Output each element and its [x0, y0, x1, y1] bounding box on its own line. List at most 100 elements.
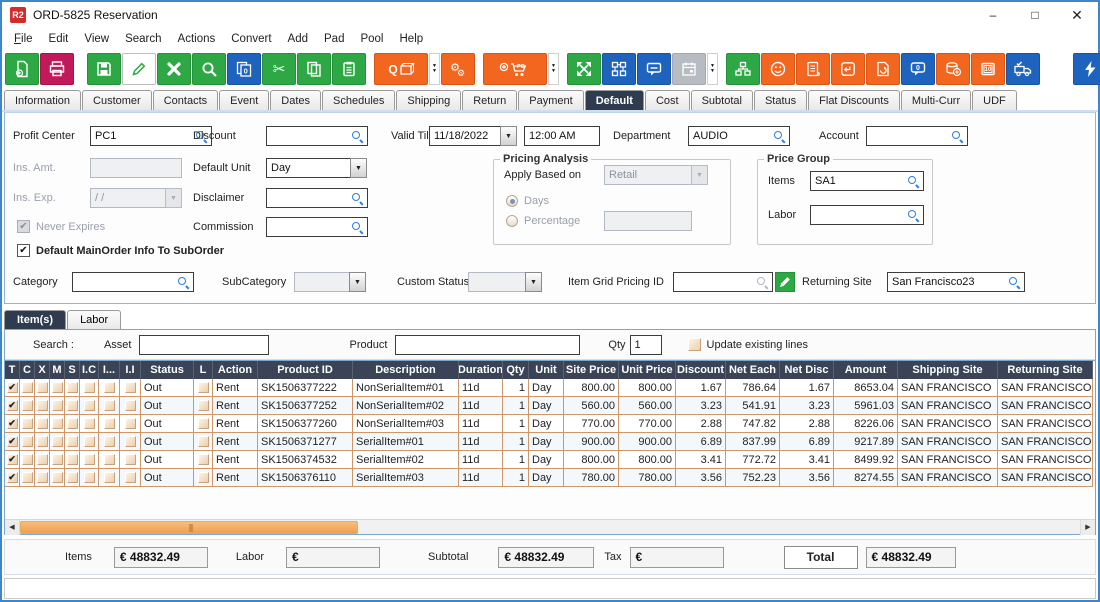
search-icon[interactable]	[907, 175, 919, 187]
tab-customer[interactable]: Customer	[82, 90, 152, 110]
column-header-action[interactable]: Action	[213, 361, 258, 379]
scroll-right-icon[interactable]: ▶	[1080, 519, 1095, 535]
column-header-unit_price[interactable]: Unit Price	[619, 361, 676, 379]
subcategory-combo[interactable]: ▼	[294, 272, 366, 292]
tab-udf[interactable]: UDF	[972, 90, 1017, 110]
default-unit-combo[interactable]: Day ▼	[266, 158, 367, 178]
comment-icon[interactable]	[637, 53, 671, 85]
tab-default[interactable]: Default	[584, 90, 644, 110]
column-header-unit[interactable]: Unit	[529, 361, 564, 379]
tab-status[interactable]: Status	[753, 90, 808, 110]
category-field[interactable]	[72, 272, 194, 292]
ic-checkbox[interactable]	[83, 418, 95, 429]
doc-sync-icon[interactable]	[866, 53, 900, 85]
search-icon[interactable]	[907, 209, 919, 221]
s-checkbox[interactable]	[66, 472, 78, 483]
find-icon[interactable]	[192, 53, 226, 85]
menu-add[interactable]: Add	[287, 33, 308, 45]
quick-action-icon[interactable]	[1073, 53, 1100, 85]
default-mainorder-checkbox[interactable]: ✔	[17, 244, 30, 257]
column-header-shipping_site[interactable]: Shipping Site	[898, 361, 998, 379]
chevron-down-icon[interactable]: ▼	[349, 272, 366, 292]
chevron-down-icon[interactable]: ▼	[500, 126, 517, 146]
ic-checkbox[interactable]	[83, 436, 95, 447]
menu-pool[interactable]: Pool	[360, 33, 384, 45]
l-checkbox[interactable]	[197, 472, 209, 483]
column-header-ii[interactable]: I.I	[120, 361, 141, 379]
asset-input[interactable]	[139, 334, 270, 355]
commission-field[interactable]	[266, 217, 368, 237]
smiley-icon[interactable]	[761, 53, 795, 85]
tab-dates[interactable]: Dates	[270, 90, 322, 110]
tab-cost[interactable]: Cost	[644, 90, 690, 110]
toolbar-more-options-icon[interactable]: ▼ ▼	[548, 53, 559, 85]
account-field[interactable]	[866, 126, 968, 146]
add-po-icon[interactable]: PO	[483, 53, 547, 85]
edit-icon[interactable]	[122, 53, 156, 85]
t-checkbox[interactable]: ✔	[6, 400, 18, 411]
column-header-t[interactable]: T	[5, 361, 20, 379]
search-icon[interactable]	[177, 276, 189, 288]
ic-checkbox[interactable]	[83, 400, 95, 411]
copy-icon[interactable]	[297, 53, 331, 85]
menu-pad[interactable]: Pad	[324, 33, 345, 45]
tab-contacts[interactable]: Contacts	[152, 90, 219, 110]
c-checkbox[interactable]	[21, 436, 33, 447]
workflow-icon[interactable]	[602, 53, 636, 85]
search-icon[interactable]	[773, 130, 785, 142]
l-checkbox[interactable]	[197, 400, 209, 411]
custom-status-combo[interactable]: ▼	[468, 272, 542, 292]
x-checkbox[interactable]	[36, 454, 48, 465]
idd-checkbox[interactable]	[103, 400, 115, 411]
horizontal-scrollbar[interactable]: ◀ ▶	[5, 519, 1095, 535]
column-header-net_disc[interactable]: Net Disc	[780, 361, 834, 379]
column-header-ic[interactable]: I.C	[80, 361, 99, 379]
table-row[interactable]: ✔ Out Rent SK1506377252 NonSerialItem#02 11d 1…	[5, 397, 1095, 415]
menu-actions[interactable]: Actions	[177, 33, 216, 45]
x-checkbox[interactable]	[36, 382, 48, 393]
item-grid-pricing-id-field[interactable]	[673, 272, 773, 292]
ic-checkbox[interactable]	[83, 472, 95, 483]
chevron-down-icon[interactable]: ▼	[525, 272, 542, 292]
s-checkbox[interactable]	[66, 418, 78, 429]
price-group-labor-field[interactable]	[810, 205, 924, 225]
maximize-button[interactable]: □	[1031, 8, 1039, 22]
table-row[interactable]: ✔ Out Rent SK1506377260 NonSerialItem#03 11d 1…	[5, 415, 1095, 433]
column-header-net_each[interactable]: Net Each	[726, 361, 780, 379]
price-group-items-field[interactable]: SA1	[810, 171, 924, 191]
search-icon[interactable]	[195, 130, 207, 142]
tab-event[interactable]: Event	[219, 90, 270, 110]
menu-view[interactable]: View	[84, 33, 110, 45]
item-search-icon[interactable]: Q	[374, 53, 428, 85]
edit-pencil-button[interactable]	[775, 272, 795, 292]
paste-icon[interactable]	[332, 53, 366, 85]
column-header-discount[interactable]: Discount	[676, 361, 726, 379]
menu-help[interactable]: Help	[399, 33, 424, 45]
m-checkbox[interactable]	[51, 400, 63, 411]
t-checkbox[interactable]: ✔	[6, 436, 18, 447]
minimize-button[interactable]: –	[989, 8, 997, 22]
toolbar-more-options-icon[interactable]: ▼ ▼	[429, 53, 440, 85]
ii-checkbox[interactable]	[124, 418, 136, 429]
ii-checkbox[interactable]	[124, 454, 136, 465]
c-checkbox[interactable]	[21, 400, 33, 411]
ii-checkbox[interactable]	[124, 382, 136, 393]
c-checkbox[interactable]	[21, 382, 33, 393]
column-header-l[interactable]: L	[194, 361, 213, 379]
ii-checkbox[interactable]	[124, 400, 136, 411]
vault-icon[interactable]: 10	[971, 53, 1005, 85]
column-header-product_id[interactable]: Product ID	[258, 361, 353, 379]
table-row[interactable]: ✔ Out Rent SK1506374532 SerialItem#02 11d 1 Day…	[5, 451, 1095, 469]
column-header-idd[interactable]: I...	[99, 361, 120, 379]
column-header-status[interactable]: Status	[141, 361, 194, 379]
notes-scroll-icon[interactable]	[796, 53, 830, 85]
ic-checkbox[interactable]	[83, 382, 95, 393]
search-icon[interactable]	[351, 192, 363, 204]
table-row[interactable]: ✔ Out Rent SK1506371277 SerialItem#01 11d 1 Day…	[5, 433, 1095, 451]
calendar-icon[interactable]	[672, 53, 706, 85]
disclaimer-field[interactable]	[266, 188, 368, 208]
s-checkbox[interactable]	[66, 454, 78, 465]
copy-count-icon[interactable]: 0	[227, 53, 261, 85]
m-checkbox[interactable]	[51, 418, 63, 429]
column-header-site_price[interactable]: Site Price	[564, 361, 619, 379]
